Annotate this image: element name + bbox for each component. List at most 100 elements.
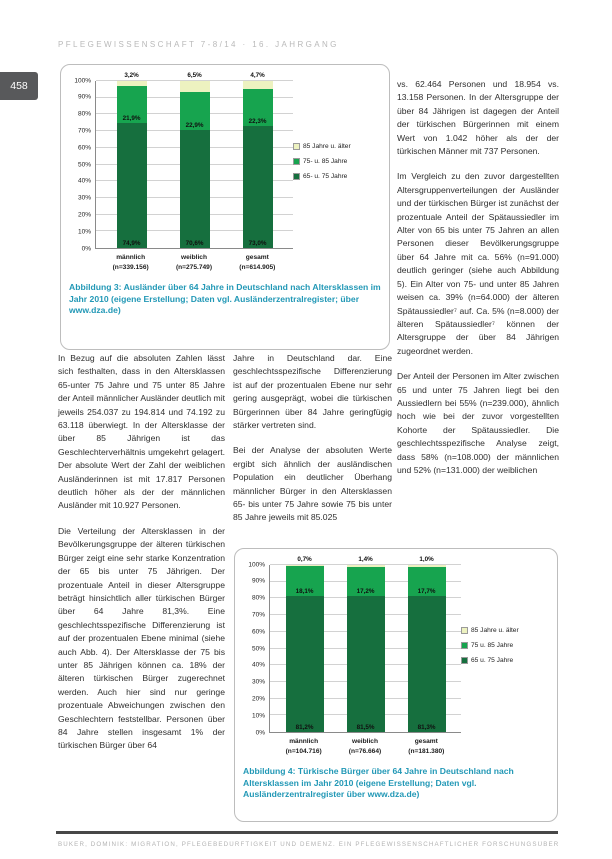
category-n: (n=275.749) bbox=[175, 264, 213, 272]
legend-swatch bbox=[293, 173, 300, 180]
legend-item: 85 Jahre u. älter bbox=[293, 143, 381, 150]
paragraph: Jahre in Deutschland dar. Eine geschlech… bbox=[233, 353, 392, 431]
stacked-bar-männlich: 81,2% 18,1% 0,7% bbox=[285, 556, 324, 732]
figure-4-panel: 100% 90% 80% 70% 60% 50% 40% 30% 20% 10% 0% 81,2% 18… bbox=[234, 548, 558, 822]
segment-75- u. 85 Jahre: 22,3% bbox=[242, 88, 273, 127]
y-tick-label: 90% bbox=[77, 93, 91, 101]
y-tick-label: 50% bbox=[77, 160, 91, 168]
plot-wrap: 100% 90% 80% 70% 60% 50% 40% 30% 20% 10% 0% 81,2% 18… bbox=[241, 556, 461, 735]
segment-value-label: 81,3% bbox=[417, 723, 436, 731]
chart-plot-column: 100% 90% 80% 70% 60% 50% 40% 30% 20% 10% 0% 74,9% 21… bbox=[67, 72, 293, 273]
chart-legend: 85 Jahre u. älter 75- u. 85 Jahre 65- u. 7… bbox=[293, 143, 381, 180]
segment-value-label: 1,4% bbox=[358, 555, 373, 563]
segment-value-label: 1,0% bbox=[419, 555, 434, 563]
segment-65 u. 75 Jahre: 81,2% bbox=[285, 596, 324, 732]
legend-item: 75 u. 85 Jahre bbox=[461, 642, 549, 649]
y-tick-label: 0% bbox=[255, 728, 265, 736]
gridline bbox=[96, 80, 293, 81]
segment-value-label: 81,2% bbox=[295, 723, 314, 731]
segment-value-label: 22,3% bbox=[248, 117, 267, 125]
segment-value-label: 70,6% bbox=[185, 239, 204, 247]
bar-slot: 70,6% 22,9% 6,5% bbox=[163, 72, 226, 248]
category-name: männlich bbox=[289, 738, 319, 745]
running-header: PFLEGEWISSENSCHAFT 7-8/14 · 16. JAHRGANG bbox=[58, 40, 339, 49]
segment-value-label: 21,9% bbox=[122, 114, 141, 122]
y-tick-label: 80% bbox=[77, 110, 91, 118]
figure-3-panel: 100% 90% 80% 70% 60% 50% 40% 30% 20% 10% 0% 74,9% 21… bbox=[60, 64, 390, 350]
paragraph: Die Verteilung der Altersklassen in der … bbox=[58, 525, 225, 751]
category-n: (n=104.716) bbox=[285, 748, 322, 756]
paragraph: vs. 62.464 Personen und 18.954 vs. 13.15… bbox=[397, 79, 559, 157]
category-name: männlich bbox=[116, 254, 146, 261]
y-tick-label: 20% bbox=[77, 211, 91, 219]
category-label: gesamt (n=614.905) bbox=[226, 253, 289, 273]
legend-label: 75 u. 85 Jahre bbox=[471, 642, 514, 649]
segment-75- u. 85 Jahre: 21,9% bbox=[116, 86, 147, 123]
y-tick-label: 100% bbox=[74, 76, 91, 84]
segment-value-label: 3,2% bbox=[124, 71, 139, 79]
category-n: (n=181.380) bbox=[408, 748, 445, 756]
segment-value-label: 0,7% bbox=[297, 555, 312, 563]
bar-slot: 81,2% 18,1% 0,7% bbox=[274, 556, 335, 732]
segment-value-label: 17,2% bbox=[356, 587, 375, 595]
legend-swatch bbox=[461, 642, 468, 649]
segment-85 Jahre u. älter bbox=[285, 565, 324, 567]
bar-slot: 74,9% 21,9% 3,2% bbox=[100, 72, 163, 248]
segment-65- u. 75 Jahre: 74,9% bbox=[116, 122, 147, 248]
page-number-badge: 458 bbox=[0, 72, 38, 100]
y-tick-label: 100% bbox=[248, 560, 265, 568]
plot-wrap: 100% 90% 80% 70% 60% 50% 40% 30% 20% 10% 0% 74,9% 21… bbox=[67, 72, 293, 251]
y-tick-label: 40% bbox=[251, 661, 265, 669]
y-tick-label: 40% bbox=[77, 177, 91, 185]
bar-slot: 73,0% 22,3% 4,7% bbox=[226, 72, 289, 248]
segment-75 u. 85 Jahre: 18,1% bbox=[285, 566, 324, 597]
segment-85 Jahre u. älter bbox=[242, 81, 273, 89]
segment-value-label: 17,7% bbox=[417, 587, 436, 595]
segment-value-label: 73,0% bbox=[248, 239, 267, 247]
legend-label: 85 Jahre u. älter bbox=[303, 143, 351, 150]
legend-label: 65 u. 75 Jahre bbox=[471, 657, 514, 664]
legend-label: 65- u. 75 Jahre bbox=[303, 173, 348, 180]
chart-body: 100% 90% 80% 70% 60% 50% 40% 30% 20% 10% 0% 81,2% 18… bbox=[241, 556, 549, 757]
category-name: gesamt bbox=[245, 254, 269, 261]
figure-3-chart: 100% 90% 80% 70% 60% 50% 40% 30% 20% 10% 0% 74,9% 21… bbox=[67, 72, 381, 273]
segment-65 u. 75 Jahre: 81,3% bbox=[407, 596, 446, 732]
stacked-bar-gesamt: 73,0% 22,3% 4,7% bbox=[242, 72, 273, 248]
segment-value-label: 4,7% bbox=[250, 71, 265, 79]
figure-3-caption: Abbildung 3: Ausländer über 64 Jahre in … bbox=[69, 282, 381, 316]
category-name: weiblich bbox=[351, 738, 378, 745]
y-tick-label: 0% bbox=[81, 244, 91, 252]
legend-swatch bbox=[461, 657, 468, 664]
category-n: (n=76.664) bbox=[348, 748, 382, 756]
paragraph: Der Anteil der Personen im Alter zwische… bbox=[397, 371, 559, 475]
segment-value-label: 6,5% bbox=[187, 71, 202, 79]
y-axis: 100% 90% 80% 70% 60% 50% 40% 30% 20% 10% 0% bbox=[241, 560, 269, 735]
segment-65 u. 75 Jahre: 81,5% bbox=[346, 596, 385, 732]
legend-label: 75- u. 85 Jahre bbox=[303, 158, 348, 165]
y-tick-label: 90% bbox=[251, 577, 265, 585]
segment-value-label: 22,9% bbox=[185, 121, 204, 129]
gridline bbox=[270, 564, 461, 565]
legend-item: 75- u. 85 Jahre bbox=[293, 158, 381, 165]
figure-4-caption: Abbildung 4: Türkische Bürger über 64 Ja… bbox=[243, 766, 514, 800]
segment-65- u. 75 Jahre: 70,6% bbox=[179, 130, 210, 248]
legend-item: 85 Jahre u. älter bbox=[461, 627, 549, 634]
plot-area: 74,9% 21,9% 3,2% 70,6% 22,9% 6,5% 73,0% 22,3% 4,… bbox=[95, 72, 293, 249]
footer-article-title: BÜKER, DOMINIK: MIGRATION, PFLEGEBEDÜRFT… bbox=[58, 841, 558, 848]
bar-slot: 81,5% 17,2% 1,4% bbox=[335, 556, 396, 732]
y-tick-label: 30% bbox=[251, 678, 265, 686]
y-tick-label: 30% bbox=[77, 194, 91, 202]
legend-swatch bbox=[293, 143, 300, 150]
segment-75 u. 85 Jahre: 17,7% bbox=[407, 566, 446, 597]
y-tick-label: 10% bbox=[77, 227, 91, 235]
chart-body: 100% 90% 80% 70% 60% 50% 40% 30% 20% 10% 0% 74,9% 21… bbox=[67, 72, 381, 273]
y-axis: 100% 90% 80% 70% 60% 50% 40% 30% 20% 10% 0% bbox=[67, 76, 95, 251]
y-tick-label: 70% bbox=[77, 127, 91, 135]
text-column-right: vs. 62.464 Personen und 18.954 vs. 13.15… bbox=[397, 78, 559, 489]
category-label: weiblich (n=76.664) bbox=[334, 737, 395, 757]
category-label: gesamt (n=181.380) bbox=[396, 737, 457, 757]
segment-75- u. 85 Jahre: 22,9% bbox=[179, 91, 210, 131]
legend-item: 65- u. 75 Jahre bbox=[293, 173, 381, 180]
segment-75 u. 85 Jahre: 17,2% bbox=[346, 567, 385, 597]
